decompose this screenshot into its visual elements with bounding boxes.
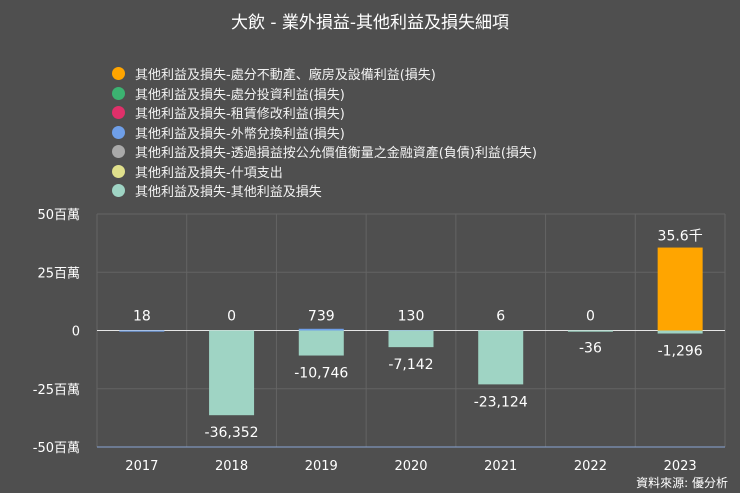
legend-item[interactable]: 其他利益及損失-透過損益按公允價值衡量之金融資產(負債)利益(損失) [112, 142, 537, 162]
data-label: 35.6千 [658, 229, 703, 245]
chart-title: 大飲 - 業外損益-其他利益及損失細項 [230, 13, 510, 33]
data-label: 130 [398, 309, 425, 325]
bar [657, 247, 703, 331]
bar [567, 330, 613, 332]
legend: 其他利益及損失-處分不動產、廠房及設備利益(損失) 其他利益及損失-處分投資利益(… [112, 64, 537, 201]
data-label: 0 [227, 309, 236, 325]
bar [298, 328, 344, 331]
legend-marker-icon [112, 164, 125, 178]
bar [298, 330, 344, 356]
legend-label: 其他利益及損失-外幣兌換利益(損失) [135, 126, 345, 142]
y-tick-label: 0 [72, 325, 80, 340]
legend-marker-icon [112, 86, 125, 100]
legend-marker-icon [112, 184, 125, 198]
legend-item[interactable]: 其他利益及損失-其他利益及損失 [112, 181, 537, 201]
bar [657, 330, 703, 334]
data-label: -23,124 [474, 394, 528, 410]
y-tick-label: 50百萬 [37, 208, 80, 223]
x-tick-label: 2019 [305, 459, 338, 474]
bar [478, 330, 524, 385]
legend-marker-icon [112, 145, 125, 159]
bar [119, 330, 165, 332]
legend-marker-icon [112, 125, 125, 139]
legend-label: 其他利益及損失-什項支出 [135, 165, 283, 181]
data-label: 739 [308, 309, 335, 325]
x-tick-label: 2018 [215, 459, 248, 474]
data-label: 6 [496, 309, 505, 325]
legend-label: 其他利益及損失-租賃修改利益(損失) [135, 107, 345, 123]
legend-marker-icon [112, 67, 125, 81]
legend-label: 其他利益及損失-透過損益按公允價值衡量之金融資產(負債)利益(損失) [135, 146, 537, 162]
x-tick-label: 2023 [664, 459, 697, 474]
data-label: 0 [586, 309, 595, 325]
data-label: -36 [579, 341, 602, 357]
legend-item[interactable]: 其他利益及損失-處分不動產、廠房及設備利益(損失) [112, 64, 537, 84]
legend-item[interactable]: 其他利益及損失-什項支出 [112, 162, 537, 182]
data-label: 18 [133, 309, 151, 325]
y-tick-label: -25百萬 [33, 383, 80, 398]
x-tick-label: 2021 [484, 459, 517, 474]
data-label: -10,746 [294, 366, 348, 382]
y-tick-label: 25百萬 [37, 266, 80, 281]
legend-label: 其他利益及損失-其他利益及損失 [135, 185, 322, 201]
x-tick-label: 2017 [125, 459, 158, 474]
y-tick-label: -50百萬 [33, 441, 80, 456]
legend-label: 其他利益及損失-處分不動產、廠房及設備利益(損失) [135, 68, 436, 84]
data-label: -7,142 [388, 357, 433, 373]
bar [209, 330, 255, 416]
x-tick-label: 2022 [574, 459, 607, 474]
legend-item[interactable]: 其他利益及損失-處分投資利益(損失) [112, 84, 537, 104]
data-label: -1,296 [658, 344, 703, 360]
source-note: 資料來源: 優分析 [636, 476, 728, 490]
legend-label: 其他利益及損失-處分投資利益(損失) [135, 87, 345, 103]
bar [388, 330, 434, 348]
legend-marker-icon [112, 106, 125, 120]
x-tick-label: 2020 [394, 459, 427, 474]
data-label: -36,352 [205, 425, 259, 441]
legend-item[interactable]: 其他利益及損失-外幣兌換利益(損失) [112, 123, 537, 143]
legend-item[interactable]: 其他利益及損失-租賃修改利益(損失) [112, 103, 537, 123]
